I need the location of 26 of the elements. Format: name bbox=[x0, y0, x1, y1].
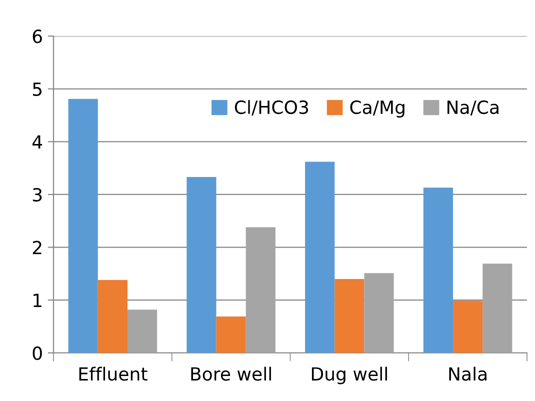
y-tick-label: 1 bbox=[34, 294, 42, 307]
y-tick-label: 6 bbox=[32, 30, 42, 44]
bar bbox=[68, 98, 98, 353]
bar bbox=[98, 280, 128, 353]
legend-label: Cl/HCO3 bbox=[234, 100, 308, 116]
bar bbox=[334, 278, 364, 353]
bar bbox=[216, 316, 246, 353]
legend-label: Ca/Mg bbox=[350, 100, 404, 118]
bar bbox=[127, 310, 158, 353]
x-tick-label: Bore well bbox=[191, 366, 271, 381]
bar bbox=[305, 162, 335, 353]
bar bbox=[482, 264, 512, 353]
x-tick-label: Dug well bbox=[312, 366, 387, 384]
y-tick-label: 5 bbox=[32, 82, 42, 96]
y-tick-label: 2 bbox=[32, 240, 42, 254]
bar bbox=[452, 300, 483, 353]
bar bbox=[186, 177, 216, 353]
y-tick-label: 0 bbox=[32, 346, 42, 360]
y-tick-label: 3 bbox=[32, 188, 42, 202]
y-tick-label: 4 bbox=[32, 135, 42, 149]
legend-label: Na/Ca bbox=[448, 100, 498, 116]
bar bbox=[423, 188, 453, 353]
x-tick-label: Nala bbox=[449, 366, 486, 381]
bar bbox=[364, 273, 394, 353]
bar bbox=[246, 227, 276, 353]
x-tick-label: Effluent bbox=[79, 366, 148, 381]
